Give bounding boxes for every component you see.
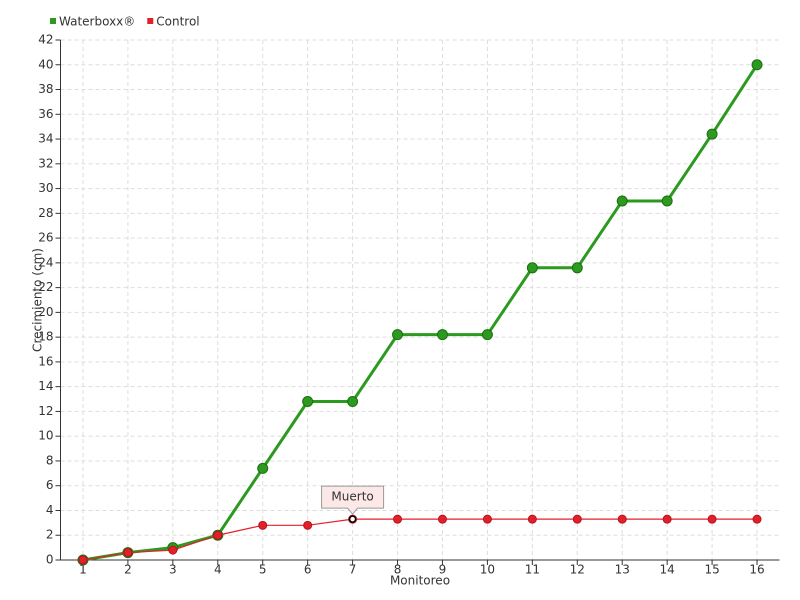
y-tick-label: 14 bbox=[38, 379, 53, 393]
data-point bbox=[707, 514, 717, 524]
data-point bbox=[706, 128, 718, 140]
x-tick-label: 1 bbox=[79, 563, 87, 577]
x-tick-label: 5 bbox=[259, 563, 267, 577]
data-point bbox=[303, 520, 313, 530]
y-tick-label: 22 bbox=[38, 280, 53, 294]
data-point bbox=[526, 262, 538, 274]
data-point bbox=[527, 514, 537, 524]
data-point bbox=[617, 514, 627, 524]
x-tick-label: 15 bbox=[704, 563, 719, 577]
data-point bbox=[437, 514, 447, 524]
x-tick-label: 7 bbox=[349, 563, 357, 577]
y-tick-label: 30 bbox=[38, 181, 53, 195]
x-axis-label: Monitoreo bbox=[390, 574, 450, 588]
x-tick-label: 11 bbox=[525, 563, 540, 577]
data-point bbox=[616, 195, 628, 207]
legend-label: Control bbox=[156, 15, 199, 29]
x-tick-label: 10 bbox=[480, 563, 495, 577]
series-line bbox=[82, 518, 758, 561]
y-tick-label: 12 bbox=[38, 404, 53, 418]
y-tick-label: 4 bbox=[46, 503, 54, 517]
y-tick-label: 32 bbox=[38, 156, 53, 170]
annotated-point bbox=[348, 515, 357, 523]
y-tick-label: 38 bbox=[38, 82, 53, 96]
annotation-box bbox=[321, 485, 385, 515]
x-tick-label: 14 bbox=[660, 563, 675, 577]
y-tick-label: 42 bbox=[38, 33, 53, 47]
y-tick-label: 8 bbox=[46, 453, 54, 467]
data-point bbox=[662, 514, 672, 524]
data-point bbox=[392, 329, 404, 341]
annotation-text: Muerto bbox=[331, 490, 373, 504]
data-point bbox=[571, 262, 583, 274]
legend-swatch bbox=[50, 18, 56, 24]
y-tick-label: 26 bbox=[38, 231, 53, 245]
data-point bbox=[572, 514, 582, 524]
y-tick-label: 0 bbox=[46, 553, 54, 567]
x-tick-label: 6 bbox=[304, 563, 312, 577]
x-tick-label: 16 bbox=[749, 563, 764, 577]
y-tick-label: 24 bbox=[38, 255, 53, 269]
y-tick-label: 10 bbox=[38, 429, 53, 443]
x-tick-label: 4 bbox=[214, 563, 222, 577]
x-tick-label: 12 bbox=[570, 563, 585, 577]
data-point bbox=[661, 195, 673, 207]
data-point bbox=[482, 514, 492, 524]
y-tick-label: 6 bbox=[46, 478, 54, 492]
data-point bbox=[347, 396, 359, 408]
x-tick-label: 3 bbox=[169, 563, 177, 577]
y-tick-label: 2 bbox=[46, 528, 54, 542]
y-tick-label: 40 bbox=[38, 57, 53, 71]
data-point bbox=[123, 548, 133, 558]
x-tick-label: 8 bbox=[394, 563, 402, 577]
data-point bbox=[257, 462, 269, 474]
series-line bbox=[82, 63, 759, 562]
y-tick-label: 28 bbox=[38, 206, 53, 220]
y-tick-label: 20 bbox=[38, 305, 53, 319]
y-tick-label: 18 bbox=[38, 330, 53, 344]
data-point bbox=[436, 329, 448, 341]
data-point bbox=[751, 59, 763, 71]
y-tick-label: 16 bbox=[38, 354, 53, 368]
data-point bbox=[393, 514, 403, 524]
x-tick-label: 2 bbox=[124, 563, 132, 577]
data-point bbox=[481, 329, 493, 341]
data-point bbox=[78, 555, 88, 565]
x-tick-label: 13 bbox=[615, 563, 630, 577]
data-point bbox=[213, 530, 223, 540]
legend-label: Waterboxx® bbox=[59, 15, 135, 29]
y-tick-label: 36 bbox=[38, 107, 53, 121]
y-tick-label: 34 bbox=[38, 132, 53, 146]
data-point bbox=[752, 514, 762, 524]
data-point bbox=[258, 520, 268, 530]
data-point bbox=[302, 396, 314, 408]
legend-swatch bbox=[147, 18, 154, 24]
y-axis-label: Crecimiento (cm) bbox=[31, 248, 45, 352]
data-point bbox=[168, 545, 178, 555]
x-tick-label: 9 bbox=[439, 563, 447, 577]
